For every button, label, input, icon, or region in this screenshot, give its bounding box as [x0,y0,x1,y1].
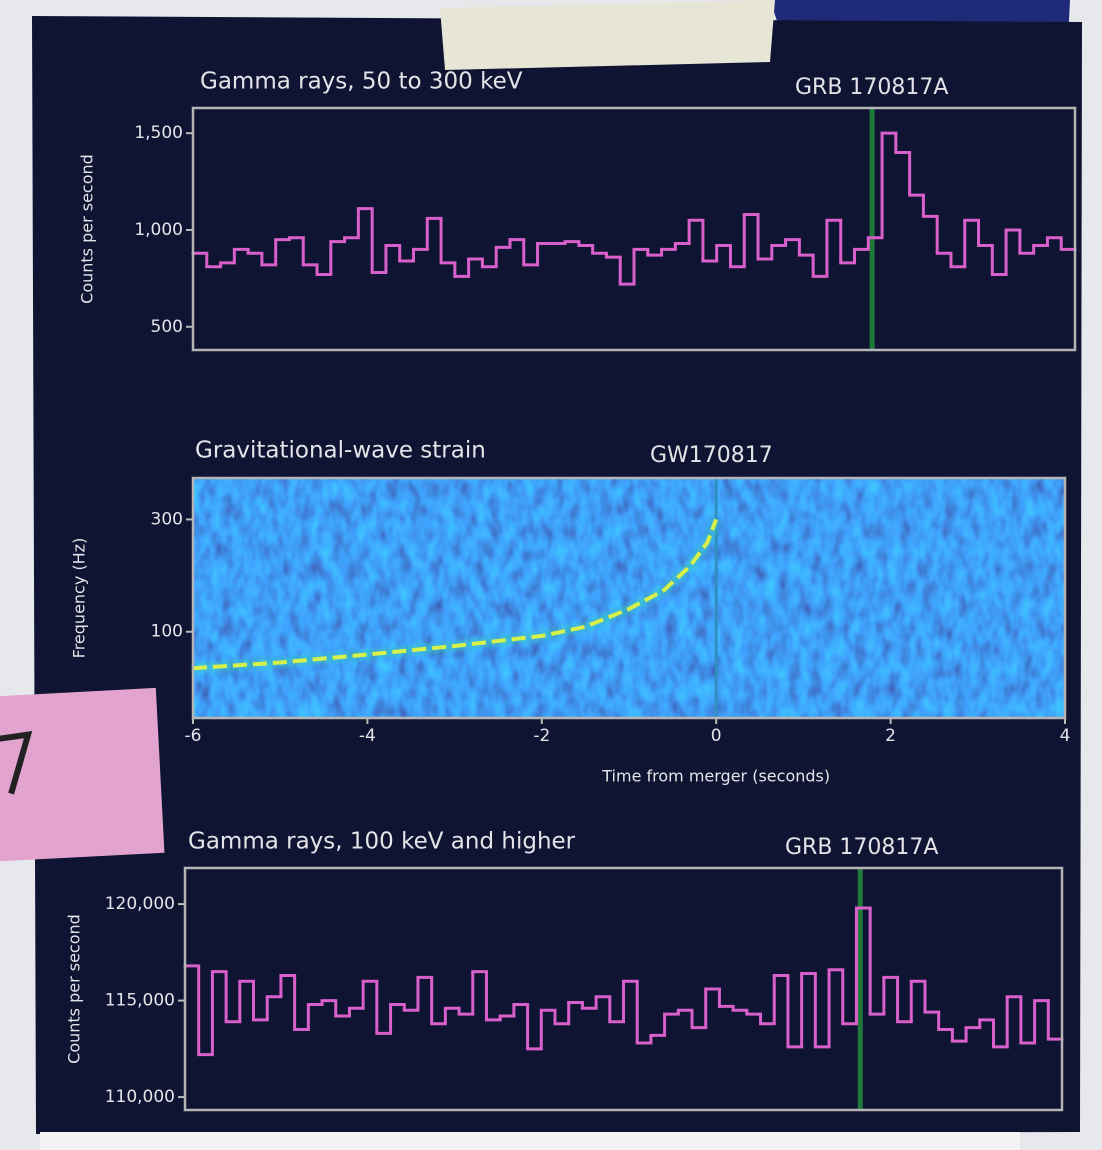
y-tick-label: 500 [151,317,183,337]
annotation: GW170817 [650,443,773,468]
photo: Gamma rays, 50 to 300 keV GRB 170817A Coun… [0,0,1102,1150]
x-tick-label: -6 [185,726,202,746]
chart-title: Gamma rays, 100 keV and higher [188,829,576,855]
spectrogram-background [193,478,1065,718]
x-tick-label: 0 [711,726,722,746]
x-tick-label: 4 [1060,726,1071,746]
y-axis-label: Counts per second [65,914,84,1064]
paper-sheet [40,1132,1020,1150]
sticky-note [0,688,164,862]
y-tick-label: 1,500 [134,123,183,143]
y-tick-label: 300 [151,509,183,529]
x-tick-label: 2 [885,726,896,746]
x-tick-label: -2 [533,726,550,746]
x-axis-label: Time from merger (seconds) [601,767,830,786]
chart-title: Gravitational-wave strain [195,438,486,464]
tape [440,0,775,70]
y-tick-label: 110,000 [105,1087,175,1107]
y-tick-label: 120,000 [105,894,175,914]
y-tick-label: 115,000 [105,991,175,1011]
y-axis-label: Frequency (Hz) [70,538,89,659]
page: {"chart_data": [ {"type": "step", "title… [0,0,1102,1150]
x-tick-label: -4 [359,726,376,746]
annotation: GRB 170817A [795,75,948,100]
y-tick-label: 1,000 [134,220,183,240]
y-tick-label: 100 [151,622,183,642]
chart-title: Gamma rays, 50 to 300 keV [200,69,523,95]
y-axis-label: Counts per second [78,154,97,304]
annotation: GRB 170817A [785,835,938,860]
